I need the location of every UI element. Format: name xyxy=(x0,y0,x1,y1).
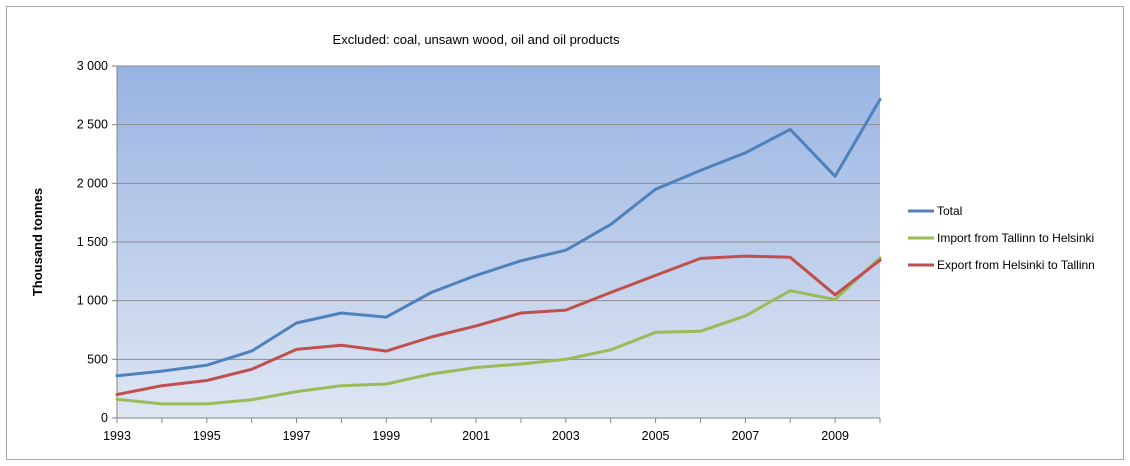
legend-label: Import from Tallinn to Helsinki xyxy=(937,231,1094,245)
x-tick-label: 1999 xyxy=(372,429,400,443)
y-tick-label: 3 000 xyxy=(77,59,108,73)
y-tick-label: 1 000 xyxy=(77,294,108,308)
x-tick-label: 1995 xyxy=(193,429,221,443)
legend: Total Import from Tallinn to Helsinki Expo… xyxy=(908,204,1095,272)
y-axis-label: Thousand tonnes xyxy=(30,188,45,296)
gridlines xyxy=(117,65,880,360)
x-tick-label: 1997 xyxy=(283,429,311,443)
y-tick-label: 1 500 xyxy=(77,235,108,249)
series-lines xyxy=(115,97,882,406)
x-tick-label: 2009 xyxy=(821,429,849,443)
x-tick-label: 1993 xyxy=(103,429,131,443)
series-line-2 xyxy=(115,256,882,406)
y-tick-label: 2 500 xyxy=(77,118,108,132)
y-tick-label: 0 xyxy=(101,411,108,425)
chart-title: Excluded: coal, unsawn wood, oil and oil… xyxy=(333,32,620,47)
y-tick-label: 500 xyxy=(87,352,108,366)
axes: 0 500 1 000 1 500 2 000 2 500 3 000 1993 1995 199… xyxy=(77,59,881,443)
x-tick-label: 2003 xyxy=(552,429,580,443)
x-tick-label: 2001 xyxy=(462,429,490,443)
x-tick-label: 2005 xyxy=(642,429,670,443)
legend-label: Total xyxy=(937,204,962,218)
legend-label: Export from Helsinki to Tallinn xyxy=(937,258,1095,272)
series-line-1 xyxy=(115,97,882,378)
y-tick-label: 2 000 xyxy=(77,176,108,190)
x-tick-label: 2007 xyxy=(731,429,759,443)
series-line-3 xyxy=(115,254,882,396)
